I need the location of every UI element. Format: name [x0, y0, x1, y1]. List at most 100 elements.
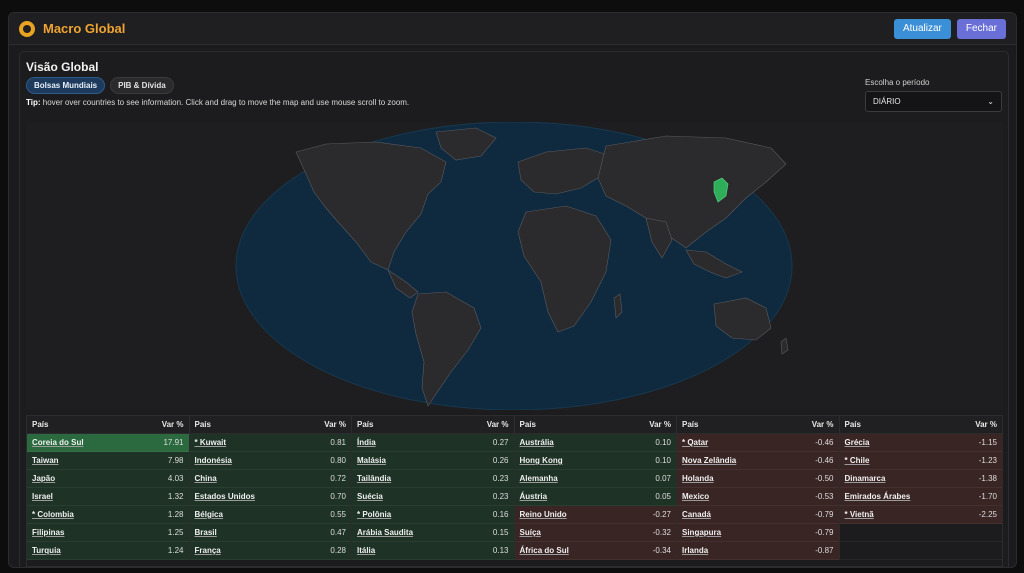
table-row[interactable]: * Chile -1.23 — [839, 452, 1002, 470]
header-change[interactable]: Var % — [975, 420, 997, 429]
table-row[interactable]: Coreia do Sul 17.91 — [27, 434, 189, 452]
country-name[interactable]: Hong Kong — [519, 456, 563, 465]
country-name[interactable]: Japão — [32, 474, 56, 483]
table-row[interactable]: Nova Zelândia -0.46 — [677, 452, 839, 470]
country-name[interactable]: * Kuwait — [194, 438, 227, 447]
tab-gdp-debt[interactable]: PIB & Dívida — [110, 77, 174, 94]
country-name[interactable]: Malásia — [357, 456, 386, 465]
table-row[interactable]: Singapura -0.79 — [677, 524, 839, 542]
country-name[interactable]: Austrália — [519, 438, 554, 447]
table-row[interactable]: Canadá -0.79 — [677, 506, 839, 524]
table-row[interactable]: Turquia 1.24 — [27, 542, 189, 560]
table-row[interactable]: Suíça -0.32 — [514, 524, 676, 542]
country-name[interactable]: África do Sul — [519, 546, 569, 555]
table-row[interactable]: Filipinas 1.25 — [27, 524, 189, 542]
table-row[interactable]: Brasil 0.47 — [189, 524, 351, 542]
country-name[interactable]: Holanda — [682, 474, 714, 483]
table-row[interactable]: Austrália 0.10 — [514, 434, 676, 452]
world-map[interactable] — [26, 121, 1003, 411]
table-row[interactable]: Japão 4.03 — [27, 470, 189, 488]
country-name[interactable]: Irlanda — [682, 546, 709, 555]
refresh-button[interactable]: Atualizar — [893, 18, 951, 39]
close-button[interactable]: Fechar — [956, 18, 1006, 39]
table-row[interactable]: * Colombia 1.28 — [27, 506, 189, 524]
header-change[interactable]: Var % — [486, 420, 509, 429]
country-name[interactable]: Canadá — [682, 510, 711, 519]
country-name[interactable]: Filipinas — [32, 528, 65, 537]
country-name[interactable]: Alemanha — [519, 474, 558, 483]
header-country[interactable]: País — [194, 420, 211, 429]
country-name[interactable]: Dinamarca — [844, 474, 886, 483]
country-name[interactable]: * Qatar — [682, 438, 709, 447]
country-name[interactable]: Singapura — [682, 528, 722, 537]
table-row[interactable]: Hong Kong 0.10 — [514, 452, 676, 470]
country-name[interactable]: China — [194, 474, 217, 483]
header-country[interactable]: País — [844, 420, 861, 429]
country-name[interactable]: Taiwan — [32, 456, 59, 465]
table-row[interactable]: Bélgica 0.55 — [189, 506, 351, 524]
table-row[interactable]: Áustria 0.05 — [514, 488, 676, 506]
country-name[interactable]: Arábia Saudita — [357, 528, 414, 537]
country-name[interactable]: Emirados Árabes — [844, 492, 911, 501]
table-row[interactable]: * Vietnã -2.25 — [839, 506, 1002, 524]
world-map-svg[interactable] — [26, 121, 1003, 411]
table-row[interactable]: Holanda -0.50 — [677, 470, 839, 488]
country-name[interactable]: Estados Unidos — [194, 492, 255, 501]
table-row[interactable]: Estados Unidos 0.70 — [189, 488, 351, 506]
country-name[interactable]: Coreia do Sul — [32, 438, 84, 447]
table-row[interactable]: Israel 1.32 — [27, 488, 189, 506]
header-change[interactable]: Var % — [649, 420, 671, 429]
country-name[interactable]: * Colombia — [32, 510, 74, 519]
table-row[interactable]: Índia 0.27 — [352, 434, 514, 452]
header-country[interactable]: País — [682, 420, 699, 429]
table-row[interactable]: Malásia 0.26 — [352, 452, 514, 470]
table-row[interactable]: Reino Unido -0.27 — [514, 506, 676, 524]
table-row[interactable]: Suécia 0.23 — [352, 488, 514, 506]
country-name[interactable]: * Chile — [844, 456, 870, 465]
header-change[interactable]: Var % — [161, 420, 184, 429]
table-row[interactable]: Emirados Árabes -1.70 — [839, 488, 1002, 506]
table-row[interactable]: Dinamarca -1.38 — [839, 470, 1002, 488]
country-name[interactable]: * Vietnã — [844, 510, 874, 519]
table-row[interactable]: * Polônia 0.16 — [352, 506, 514, 524]
country-name[interactable]: Israel — [32, 492, 53, 501]
table-row[interactable]: França 0.28 — [189, 542, 351, 560]
header-change[interactable]: Var % — [324, 420, 346, 429]
country-name[interactable]: Indonésia — [194, 456, 232, 465]
table-row[interactable] — [839, 542, 1002, 560]
highlight-japan-korea[interactable] — [713, 177, 729, 203]
country-name[interactable]: Brasil — [194, 528, 217, 537]
table-row[interactable]: Indonésia 0.80 — [189, 452, 351, 470]
country-name[interactable]: Áustria — [519, 492, 548, 501]
table-row[interactable]: África do Sul -0.34 — [514, 542, 676, 560]
table-row[interactable]: Alemanha 0.07 — [514, 470, 676, 488]
header-country[interactable]: País — [357, 420, 374, 429]
period-select[interactable]: DIÁRIO ⌄ — [865, 91, 1002, 112]
country-name[interactable]: Índia — [357, 438, 376, 447]
header-change[interactable]: Var % — [811, 420, 834, 429]
country-name[interactable]: Mexico — [682, 492, 710, 501]
table-row[interactable]: Taiwan 7.98 — [27, 452, 189, 470]
table-row[interactable]: Itália 0.13 — [352, 542, 514, 560]
table-row[interactable]: * Qatar -0.46 — [677, 434, 839, 452]
table-row[interactable] — [839, 524, 1002, 542]
table-row[interactable]: Irlanda -0.87 — [677, 542, 839, 560]
country-name[interactable]: Itália — [357, 546, 376, 555]
table-row[interactable]: Mexico -0.53 — [677, 488, 839, 506]
table-row[interactable]: Tailândia 0.23 — [352, 470, 514, 488]
country-name[interactable]: Bélgica — [194, 510, 223, 519]
header-country[interactable]: País — [32, 420, 49, 429]
country-name[interactable]: Reino Unido — [519, 510, 567, 519]
country-name[interactable]: Grécia — [844, 438, 870, 447]
tab-world-markets[interactable]: Bolsas Mundiais — [26, 77, 106, 94]
country-name[interactable]: Turquia — [32, 546, 61, 555]
country-name[interactable]: * Polônia — [357, 510, 392, 519]
country-name[interactable]: França — [194, 546, 221, 555]
country-name[interactable]: Suíça — [519, 528, 541, 537]
country-name[interactable]: Nova Zelândia — [682, 456, 737, 465]
table-row[interactable]: China 0.72 — [189, 470, 351, 488]
country-name[interactable]: Suécia — [357, 492, 383, 501]
table-row[interactable]: Arábia Saudita 0.15 — [352, 524, 514, 542]
table-row[interactable]: * Kuwait 0.81 — [189, 434, 351, 452]
header-country[interactable]: País — [519, 420, 536, 429]
